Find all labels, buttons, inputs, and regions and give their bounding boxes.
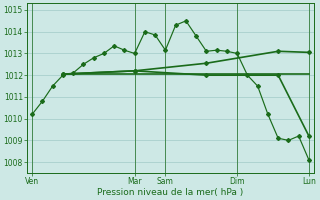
X-axis label: Pression niveau de la mer( hPa ): Pression niveau de la mer( hPa ) bbox=[97, 188, 244, 197]
